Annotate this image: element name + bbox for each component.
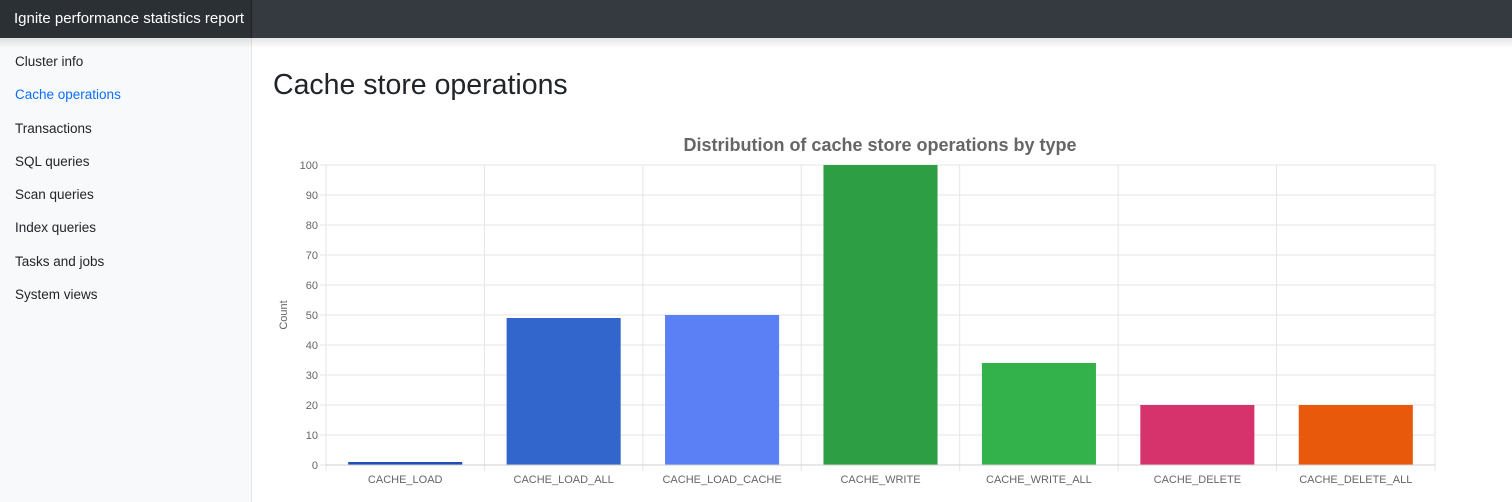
cache-store-operations-chart: Distribution of cache store operations b… bbox=[278, 135, 1436, 486]
bar-cache-write bbox=[823, 165, 938, 465]
sidebar-item-cache-operations[interactable]: Cache operations bbox=[15, 87, 121, 103]
app-title[interactable]: Ignite performance statistics report bbox=[0, 0, 252, 38]
x-tick-label: CACHE_DELETE bbox=[1154, 474, 1241, 486]
sidebar-item-cluster-info[interactable]: Cluster info bbox=[15, 54, 84, 69]
x-tick-label: CACHE_WRITE bbox=[840, 474, 920, 486]
bar-cache-write-all bbox=[981, 363, 1096, 465]
y-tick-label: 80 bbox=[306, 220, 318, 232]
x-tick-label: CACHE_DELETE_ALL bbox=[1299, 474, 1412, 486]
main-content: Cache store operations Distribution of c… bbox=[252, 38, 1512, 502]
y-tick-label: 30 bbox=[306, 370, 318, 382]
y-tick-label: 70 bbox=[306, 250, 318, 262]
page-title: Cache store operations bbox=[273, 69, 568, 101]
x-tick-label: CACHE_LOAD bbox=[368, 474, 443, 486]
y-tick-label: 50 bbox=[306, 310, 318, 322]
x-tick-label: CACHE_LOAD_ALL bbox=[514, 474, 614, 486]
x-tick-label: CACHE_WRITE_ALL bbox=[986, 474, 1092, 486]
sidebar-item-index-queries[interactable]: Index queries bbox=[15, 220, 97, 236]
bar-cache-load bbox=[348, 462, 463, 465]
sidebar-item-sql-queries[interactable]: SQL queries bbox=[15, 153, 90, 169]
top-navbar: Ignite performance statistics report bbox=[0, 0, 1512, 38]
x-tick-label: CACHE_LOAD_CACHE bbox=[662, 474, 781, 486]
bar-cache-load-all bbox=[506, 318, 621, 465]
chart-axes: 0 10 20 30 40 50 60 70 80 90 100 CACHE_LOAD CACHE_LO… bbox=[300, 160, 1435, 486]
y-tick-label: 40 bbox=[306, 340, 318, 352]
y-tick-label: 100 bbox=[300, 160, 318, 172]
bar-cache-delete-all bbox=[1298, 405, 1413, 465]
bar-cache-delete bbox=[1140, 405, 1255, 465]
y-tick-label: 10 bbox=[306, 430, 318, 442]
sidebar-item-tasks-and-jobs[interactable]: Tasks and jobs bbox=[15, 253, 105, 269]
sidebar-item-system-views[interactable]: System views bbox=[15, 287, 98, 303]
bar-cache-load-cache bbox=[665, 315, 780, 465]
chart-title: Distribution of cache store operations b… bbox=[683, 135, 1076, 155]
chart-bars bbox=[348, 165, 1413, 465]
y-tick-label: 90 bbox=[306, 190, 318, 202]
y-axis-label: Count bbox=[278, 300, 290, 329]
sidebar: Cluster info Cache operations Transactio… bbox=[0, 38, 252, 502]
sidebar-item-scan-queries[interactable]: Scan queries bbox=[15, 187, 94, 203]
y-tick-label: 60 bbox=[306, 280, 318, 292]
y-tick-label: 0 bbox=[312, 460, 318, 472]
y-tick-label: 20 bbox=[306, 400, 318, 412]
sidebar-item-transactions[interactable]: Transactions bbox=[15, 120, 92, 136]
